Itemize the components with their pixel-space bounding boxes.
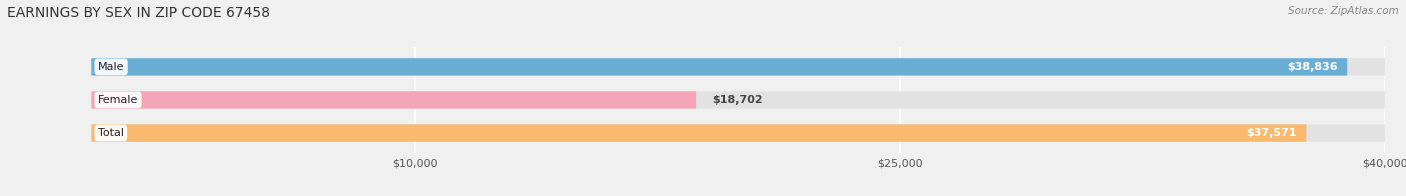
Text: Total: Total: [98, 128, 124, 138]
Text: Male: Male: [98, 62, 124, 72]
Text: Female: Female: [98, 95, 138, 105]
FancyBboxPatch shape: [91, 124, 1306, 142]
Text: Source: ZipAtlas.com: Source: ZipAtlas.com: [1288, 6, 1399, 16]
Text: EARNINGS BY SEX IN ZIP CODE 67458: EARNINGS BY SEX IN ZIP CODE 67458: [7, 6, 270, 20]
FancyBboxPatch shape: [91, 58, 1385, 75]
Text: $18,702: $18,702: [713, 95, 763, 105]
FancyBboxPatch shape: [91, 58, 1347, 75]
Text: $38,836: $38,836: [1286, 62, 1337, 72]
Text: $37,571: $37,571: [1246, 128, 1296, 138]
FancyBboxPatch shape: [91, 91, 696, 109]
FancyBboxPatch shape: [91, 124, 1385, 142]
FancyBboxPatch shape: [91, 91, 1385, 109]
